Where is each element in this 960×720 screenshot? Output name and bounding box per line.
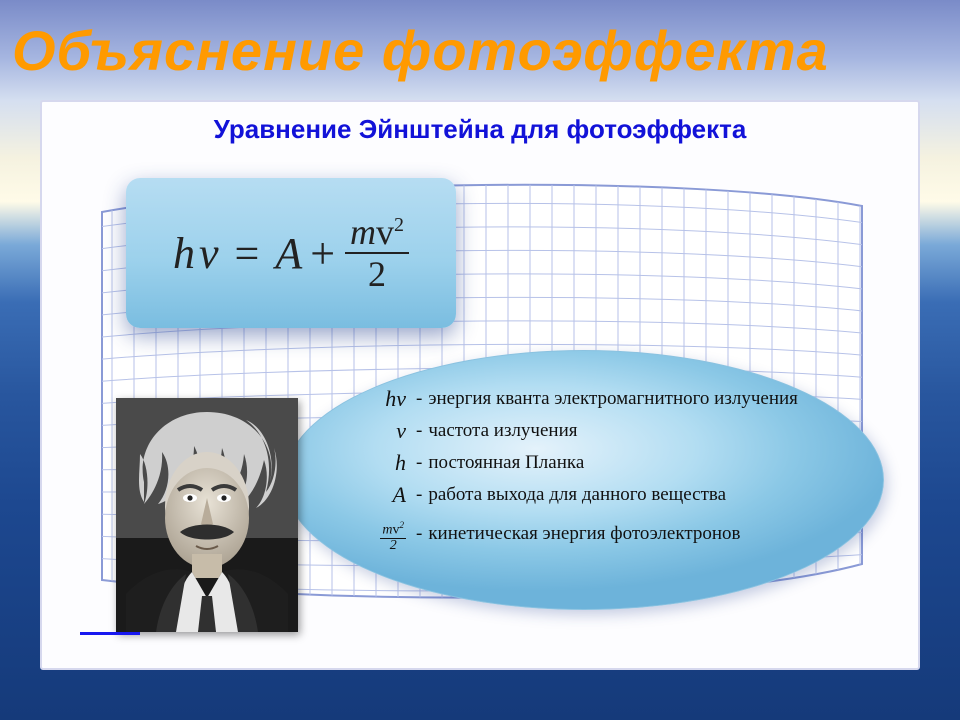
sym-h: h (173, 228, 195, 279)
num-v: v (376, 212, 394, 252)
fraction: mv2 2 (345, 214, 409, 292)
def-text-4: кинетическая энергия фотоэлектронов (428, 523, 740, 545)
def-row-1: ν - частота излучения (364, 418, 844, 444)
def-text-1: частота излучения (428, 420, 577, 442)
def-row-3: A - работа выхода для данного вещества (364, 482, 844, 508)
definitions-list: hν - энергия кванта электромагнитного из… (364, 386, 844, 559)
def-sym-3: A (364, 482, 412, 508)
def-text-0: энергия кванта электромагнитного излучен… (428, 388, 798, 410)
subtitle: Уравнение Эйнштейна для фотоэффекта (42, 114, 918, 145)
def-dash: - (412, 388, 428, 410)
slide-background: Объяснение фотоэффекта Уравнение Эйнштей… (0, 0, 960, 720)
def-row-4: mv22 - кинетическая энергия фотоэлектрон… (364, 514, 844, 553)
num-m: m (350, 212, 376, 252)
sym-A: A (275, 228, 302, 279)
sym-nu: ν (199, 228, 219, 279)
underline-mark (80, 632, 140, 635)
def-text-3: работа выхода для данного вещества (428, 484, 726, 506)
content-card: Уравнение Эйнштейна для фотоэффекта (40, 100, 920, 670)
def-sym-4: mv22 (364, 514, 412, 553)
def-sym-2: h (364, 450, 412, 476)
definitions-ellipse: hν - энергия кванта электромагнитного из… (284, 350, 884, 610)
def-sym-1: ν (364, 418, 412, 444)
def-row-2: h - постоянная Планка (364, 450, 844, 476)
formula-box: hν = A + mv2 2 (126, 178, 456, 328)
slide-title: Объяснение фотоэффекта (0, 18, 960, 83)
def-text-2: постоянная Планка (428, 452, 584, 474)
def-row-0: hν - энергия кванта электромагнитного из… (364, 386, 844, 412)
einstein-equation: hν = A + mv2 2 (173, 214, 409, 292)
sym-eq: = (234, 228, 259, 279)
sym-plus: + (310, 228, 335, 279)
num-exp: 2 (394, 214, 404, 236)
def-sym-0: hν (364, 386, 412, 412)
den: 2 (368, 254, 386, 292)
einstein-portrait (116, 398, 298, 632)
